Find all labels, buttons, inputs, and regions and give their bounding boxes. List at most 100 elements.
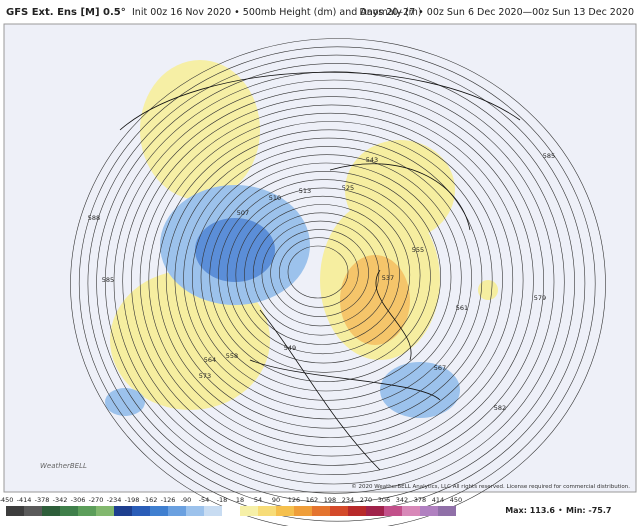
contour	[157, 121, 503, 438]
colorbar-segment	[258, 506, 276, 516]
contour	[235, 195, 411, 355]
colorbar-label: -54	[199, 496, 210, 504]
colorbar-label: -414	[17, 496, 32, 504]
contour	[104, 71, 565, 494]
contour-label: 585	[543, 152, 555, 160]
colorbar-segment	[42, 506, 60, 516]
min-stat: Min: -75.7	[566, 506, 611, 515]
colorbar-label: 450	[450, 496, 462, 504]
contour	[122, 88, 545, 475]
anomaly-negative	[105, 388, 145, 416]
colorbar-label: -342	[53, 496, 68, 504]
contour	[252, 212, 390, 336]
colorbar-segment	[132, 506, 150, 516]
contour-label: 525	[342, 184, 354, 192]
anomaly-positive	[478, 280, 498, 300]
colorbar-label: -126	[161, 496, 176, 504]
colorbar: -450 -414 -378 -342 -306 -270 -234 -198 -162 -126…	[0, 496, 462, 516]
colorbar-label: -162	[143, 496, 158, 504]
colorbar-label: 126	[288, 496, 300, 504]
colorbar-label: 414	[432, 496, 444, 504]
contour-label: 537	[382, 274, 394, 282]
contour-label: 573	[199, 372, 211, 380]
logo: WeatherBELL	[40, 462, 87, 470]
period-title: Days 20–27 • 00z Sun 6 Dec 2020—00z Sun …	[359, 7, 634, 18]
contour-label: 579	[534, 294, 546, 302]
contour	[226, 187, 421, 364]
contour	[139, 104, 524, 457]
contour-label: 558	[226, 352, 238, 360]
colorbar-label: -306	[71, 496, 86, 504]
colorbar-label: 162	[306, 496, 318, 504]
colorbar-label: 306	[378, 496, 390, 504]
contour	[278, 237, 359, 308]
colorbar-label: 342	[396, 496, 408, 504]
colorbar-segment	[24, 506, 42, 516]
colorbar-segment	[294, 506, 312, 516]
contour	[209, 171, 442, 382]
contour-label: 564	[204, 356, 216, 364]
colorbar-segment	[6, 506, 24, 516]
colorbar-segment	[366, 506, 384, 516]
contour	[165, 129, 493, 429]
colorbar-label: -270	[89, 496, 104, 504]
colorbar-segment	[420, 506, 438, 516]
contour	[96, 63, 575, 503]
colorbar-segment	[330, 506, 348, 516]
map: WeatherBELL © 2020 WeatherBELL Analytics…	[3, 23, 637, 530]
contour-label: 567	[434, 364, 446, 372]
contour	[200, 162, 452, 392]
colorbar-label: -18	[217, 496, 228, 504]
colorbar-segment	[78, 506, 96, 516]
colorbar-segment	[168, 506, 186, 516]
model-title: GFS Ext. Ens [M] 0.5°	[6, 7, 126, 18]
contour	[270, 229, 369, 317]
colorbar-segment	[348, 506, 366, 516]
colorbar-label: 234	[342, 496, 354, 504]
anomaly-negative	[380, 362, 460, 418]
colorbar-segment	[402, 506, 420, 516]
colorbar-segment	[150, 506, 168, 516]
colorbar-label: 378	[414, 496, 426, 504]
colorbar-segment	[222, 506, 240, 516]
contour-label: 543	[366, 156, 378, 164]
colorbar-segment	[276, 506, 294, 516]
height-contours	[70, 38, 606, 530]
contour	[148, 112, 514, 448]
contour-label: 588	[88, 214, 100, 222]
init-title: Init 00z 16 Nov 2020 • 500mb Height (dm)…	[132, 7, 422, 18]
colorbar-label: -450	[0, 496, 13, 504]
colorbar-label: 18	[236, 496, 244, 504]
contour	[174, 137, 483, 420]
colorbar-label: 54	[254, 496, 262, 504]
map-frame	[3, 23, 637, 493]
contour-label: 513	[299, 187, 311, 195]
coastline	[119, 71, 521, 471]
contour	[78, 46, 596, 522]
colorbar-segment	[114, 506, 132, 516]
colorbar-segment	[240, 506, 258, 516]
colorbar-label: -198	[125, 496, 140, 504]
colorbar-segment	[384, 506, 402, 516]
contour-label: 555	[412, 246, 424, 254]
contour	[131, 96, 534, 466]
colorbar-label: 198	[324, 496, 336, 504]
contour-label: 510	[269, 194, 281, 202]
colorbar-segment	[186, 506, 204, 516]
contour	[287, 245, 349, 299]
contour	[218, 179, 431, 373]
colorbar-segment	[60, 506, 78, 516]
max-stat: Max: 113.6	[505, 506, 555, 515]
colorbar-label: -90	[181, 496, 192, 504]
anomaly-strong-negative	[195, 218, 275, 282]
contour	[191, 154, 462, 401]
contour-label: 582	[494, 404, 506, 412]
contour	[261, 220, 380, 327]
contour-label: 507	[237, 209, 249, 217]
colorbar-label: 270	[360, 496, 372, 504]
colorbar-segment	[96, 506, 114, 516]
contour	[183, 146, 472, 410]
colorbar-label: 90	[272, 496, 280, 504]
contour-label: 561	[456, 304, 468, 312]
